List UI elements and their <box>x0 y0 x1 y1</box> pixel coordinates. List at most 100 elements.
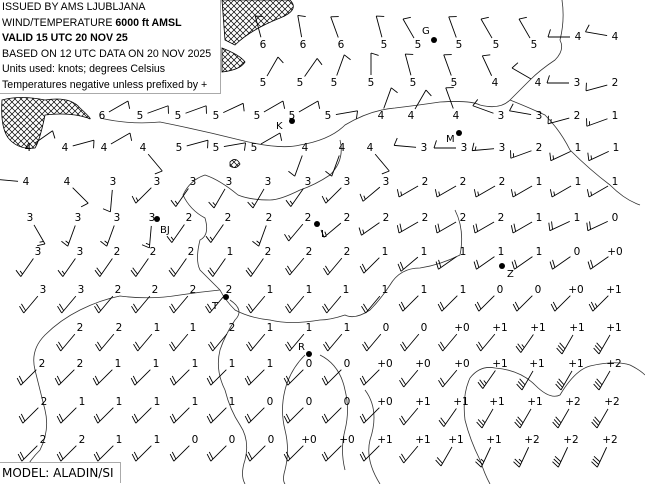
wind-barb-shaft <box>403 445 419 464</box>
city-marker: R <box>298 342 312 357</box>
wind-barb-feather <box>547 29 551 38</box>
wind-barb-shaft <box>212 258 226 277</box>
station: +1 <box>556 322 585 355</box>
wind-barb-shaft <box>586 118 608 127</box>
temperature-label: 3 <box>574 77 581 89</box>
wind-barb-shaft <box>72 187 89 204</box>
wind-barb-feather <box>516 383 523 391</box>
temperature-label: 2 <box>190 284 197 296</box>
temperature-label: 5 <box>289 110 296 122</box>
temperature-label: 3 <box>499 142 506 154</box>
temperature-label: 4 <box>25 142 32 154</box>
temperature-label: 2 <box>79 434 86 446</box>
temperature-label: 3 <box>190 176 197 188</box>
wind-barb-feather <box>95 413 101 422</box>
wind-barb-half-feather <box>39 240 44 243</box>
wind-barb-shaft <box>414 89 427 110</box>
wind-barb-feather <box>56 375 62 384</box>
wind-barb-feather <box>586 189 590 198</box>
wind-barb-feather <box>552 461 559 468</box>
wind-barb-feather <box>401 377 407 385</box>
temperature-label: 3 <box>265 176 272 188</box>
wind-barb-feather <box>283 377 289 386</box>
wind-barb-feather <box>359 193 364 202</box>
temperature-label: 4 <box>339 142 346 154</box>
wind-barb-feather <box>246 375 252 384</box>
station: 2 <box>434 176 466 198</box>
temperature-label: 2 <box>422 176 429 188</box>
station: 1 <box>133 322 160 352</box>
station: 2 <box>168 246 194 277</box>
wind-barb-feather <box>205 235 212 243</box>
wind-barb-shaft <box>363 369 380 386</box>
wind-barb-feather <box>546 75 550 84</box>
station: 2 <box>473 176 506 198</box>
temperature-label: 4 <box>302 142 309 154</box>
temperature-label: 2 <box>77 322 84 334</box>
wind-barb-feather <box>37 243 46 247</box>
temperature-label: 1 <box>421 284 428 296</box>
wind-barb-shaft <box>509 110 532 116</box>
temperature-label: 1 <box>154 396 161 408</box>
city-dot <box>223 294 229 300</box>
wind-barb-feather <box>288 170 296 177</box>
wind-barb-half-feather <box>481 419 486 424</box>
wind-barb-shaft <box>109 189 113 212</box>
temperature-label: 2 <box>499 176 506 188</box>
wind-barb-shaft <box>512 221 533 234</box>
wind-barb-feather <box>208 451 214 460</box>
wind-barb-feather <box>285 267 291 276</box>
wind-barb-feather <box>473 189 477 198</box>
wind-barb-feather <box>133 343 139 352</box>
station: +1 <box>438 396 469 427</box>
wind-barb-feather <box>171 303 177 311</box>
temperature-label: 5 <box>137 110 144 122</box>
station: 1 <box>56 396 85 424</box>
wind-barb-shaft <box>61 295 77 314</box>
wind-barb-shaft <box>330 16 339 38</box>
station: 3 <box>433 140 467 154</box>
wind-barb-feather <box>518 16 527 20</box>
wind-barb-shaft <box>440 446 453 467</box>
wind-barb-feather <box>514 421 521 429</box>
wind-barb-shaft <box>185 105 207 114</box>
wind-barb-feather <box>131 305 137 314</box>
temperature-label: 0 <box>344 358 351 370</box>
station: 2 <box>252 212 272 247</box>
station: 5 <box>251 132 283 154</box>
city-marker: L <box>314 221 327 240</box>
wind-barb-feather <box>549 261 553 270</box>
wind-barb-feather <box>246 305 252 314</box>
station: 2 <box>130 246 156 277</box>
station: 1 <box>398 284 428 312</box>
wind-barb-shaft <box>252 188 265 209</box>
wind-barb-shaft <box>135 258 149 277</box>
wind-barb-feather <box>361 305 367 314</box>
station: +0 <box>359 358 393 386</box>
temperature-label: 3 <box>421 142 428 154</box>
wind-barb-shaft <box>547 117 570 125</box>
temperature-label: 5 <box>254 110 261 122</box>
wind-barb-shaft <box>438 256 457 270</box>
wind-barb-feather <box>355 110 358 119</box>
station: 1 <box>397 246 427 272</box>
wind-barb-feather <box>297 15 306 18</box>
wind-barb-feather <box>93 415 99 424</box>
station: +2 <box>591 434 618 468</box>
wind-barb-shaft <box>135 445 152 462</box>
wind-barb-feather <box>559 342 566 350</box>
city-label: T <box>211 301 219 312</box>
station: 2 <box>358 212 389 236</box>
station: 4 <box>140 142 163 175</box>
station: +0 <box>550 284 584 312</box>
wind-barb-feather <box>399 455 405 464</box>
wind-barb-shaft <box>516 295 533 312</box>
wind-barb-shaft <box>403 407 419 426</box>
wind-barb-feather <box>100 240 108 247</box>
wind-barb-feather <box>439 301 445 310</box>
city-label: G <box>422 26 430 37</box>
station: 5 <box>331 54 351 89</box>
temperature-label: 0 <box>497 284 504 296</box>
temperature-label: +2 <box>563 434 578 446</box>
wind-barb-feather <box>549 152 552 161</box>
